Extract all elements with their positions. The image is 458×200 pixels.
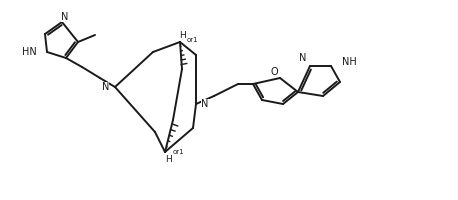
- Text: HN: HN: [22, 47, 37, 57]
- Text: O: O: [270, 67, 278, 77]
- Text: N: N: [300, 53, 307, 63]
- Text: or1: or1: [186, 37, 198, 43]
- Text: N: N: [201, 99, 208, 109]
- Text: or1: or1: [172, 149, 184, 155]
- Text: H: H: [164, 156, 171, 164]
- Text: N: N: [61, 12, 69, 22]
- Text: H: H: [180, 30, 186, 40]
- Text: NH: NH: [342, 57, 357, 67]
- Text: N: N: [102, 82, 109, 92]
